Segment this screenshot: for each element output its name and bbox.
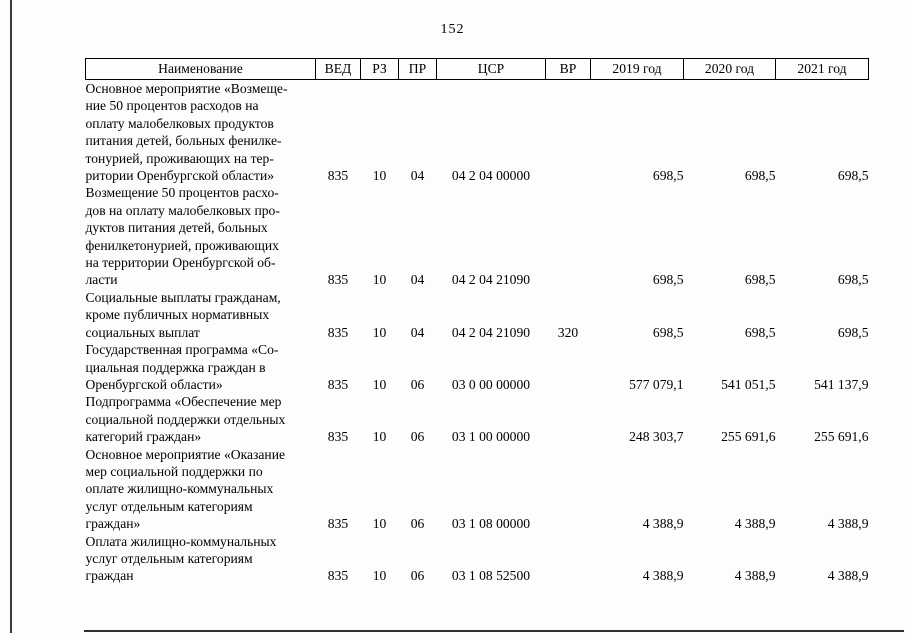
csr-cell: 03 1 08 52500	[451, 568, 531, 584]
ved-cell: 835	[327, 168, 349, 184]
pr-cell: 04	[410, 168, 425, 184]
amount-2021-cell: 698,5	[837, 272, 869, 288]
ved-cell: 835	[327, 568, 349, 584]
col-header-ved: ВЕД	[315, 58, 361, 80]
amount-2020-cell: 698,5	[744, 272, 776, 288]
amount-2020-cell: 698,5	[744, 324, 776, 340]
rz-cell: 10	[372, 168, 387, 184]
budget-table: Наименование ВЕД РЗ ПР ЦСР ВР 2019 год 2…	[85, 58, 869, 585]
amount-2019-cell: 248 303,7	[629, 429, 684, 445]
name-cell: Государственная программа «Со- циальная …	[85, 342, 279, 392]
col-header-2019: 2019 год	[590, 58, 684, 80]
vr-cell	[546, 446, 591, 533]
table-row: Основное мероприятие «Возмеще- ние 50 пр…	[86, 80, 869, 185]
pr-cell: 06	[410, 429, 425, 445]
name-cell: Возмещение 50 процентов расхо- дов на оп…	[85, 185, 280, 288]
col-header-csr: ЦСР	[436, 58, 546, 80]
vr-cell	[546, 393, 591, 445]
amount-2021-cell: 4 388,9	[827, 568, 869, 584]
rz-cell: 10	[372, 429, 387, 445]
rz-cell: 10	[372, 568, 387, 584]
ved-cell: 835	[327, 429, 349, 445]
ved-cell: 835	[327, 324, 349, 340]
table-row: Возмещение 50 процентов расхо- дов на оп…	[86, 184, 869, 288]
table-row: Подпрограмма «Обеспечение мер социальной…	[86, 393, 869, 445]
rz-cell: 10	[372, 516, 387, 532]
vr-cell	[546, 184, 591, 288]
amount-2019-cell: 4 388,9	[642, 516, 684, 532]
table-row: Социальные выплаты гражданам, кроме публ…	[86, 289, 869, 341]
rz-cell: 10	[372, 324, 387, 340]
rz-cell: 10	[372, 272, 387, 288]
ved-cell: 835	[327, 272, 349, 288]
amount-2019-cell: 4 388,9	[642, 568, 684, 584]
vr-cell	[546, 533, 591, 585]
pr-cell: 04	[410, 324, 425, 340]
amount-2019-cell: 698,5	[652, 272, 684, 288]
col-header-vr: ВР	[545, 58, 591, 80]
amount-2020-cell: 541 051,5	[721, 376, 776, 392]
csr-cell: 03 1 00 00000	[451, 429, 531, 445]
amount-2021-cell: 698,5	[837, 324, 869, 340]
pr-cell: 06	[410, 568, 425, 584]
table-row: Основное мероприятие «Оказание мер социа…	[86, 446, 869, 533]
amount-2020-cell: 698,5	[744, 168, 776, 184]
amount-2021-cell: 541 137,9	[814, 376, 869, 392]
csr-cell: 04 2 04 21090	[451, 272, 531, 288]
csr-cell: 04 2 04 21090	[451, 324, 531, 340]
scan-border-left	[10, 0, 12, 633]
amount-2020-cell: 4 388,9	[734, 516, 776, 532]
amount-2020-cell: 4 388,9	[734, 568, 776, 584]
csr-cell: 03 1 08 00000	[451, 516, 531, 532]
page-number: 152	[440, 22, 465, 37]
csr-cell: 03 0 00 00000	[451, 376, 531, 392]
pr-cell: 06	[410, 516, 425, 532]
rz-cell: 10	[372, 376, 387, 392]
name-cell: Подпрограмма «Обеспечение мер социальной…	[85, 394, 286, 445]
amount-2019-cell: 698,5	[652, 168, 684, 184]
name-cell: Основное мероприятие «Возмеще- ние 50 пр…	[85, 81, 288, 184]
amount-2019-cell: 577 079,1	[629, 376, 684, 392]
amount-2021-cell: 255 691,6	[814, 429, 869, 445]
vr-cell	[546, 341, 591, 393]
col-header-2020: 2020 год	[683, 58, 776, 80]
scan-border-bottom	[84, 630, 904, 632]
csr-cell: 04 2 04 00000	[451, 168, 531, 184]
amount-2019-cell: 698,5	[652, 324, 684, 340]
col-header-rz: РЗ	[360, 58, 399, 80]
ved-cell: 835	[327, 516, 349, 532]
col-header-name: Наименование	[85, 58, 316, 80]
header-row: Наименование ВЕД РЗ ПР ЦСР ВР 2019 год 2…	[85, 58, 869, 80]
pr-cell: 04	[410, 272, 425, 288]
col-header-2021: 2021 год	[775, 58, 869, 80]
name-cell: Оплата жилищно-коммунальных услуг отдель…	[85, 533, 277, 584]
name-cell: Социальные выплаты гражданам, кроме публ…	[85, 289, 281, 340]
vr-cell: 320	[557, 324, 579, 340]
ved-cell: 835	[327, 376, 349, 392]
vr-cell	[546, 80, 591, 185]
table-body: Основное мероприятие «Возмеще- ние 50 пр…	[86, 80, 869, 585]
table-row: Государственная программа «Со- циальная …	[86, 341, 869, 393]
name-cell: Основное мероприятие «Оказание мер социа…	[85, 446, 286, 532]
table-row: Оплата жилищно-коммунальных услуг отдель…	[86, 533, 869, 585]
amount-2020-cell: 255 691,6	[721, 429, 776, 445]
col-header-pr: ПР	[398, 58, 437, 80]
amount-2021-cell: 4 388,9	[827, 516, 869, 532]
table-header: Наименование ВЕД РЗ ПР ЦСР ВР 2019 год 2…	[85, 58, 869, 80]
pr-cell: 06	[410, 376, 425, 392]
amount-2021-cell: 698,5	[837, 168, 869, 184]
